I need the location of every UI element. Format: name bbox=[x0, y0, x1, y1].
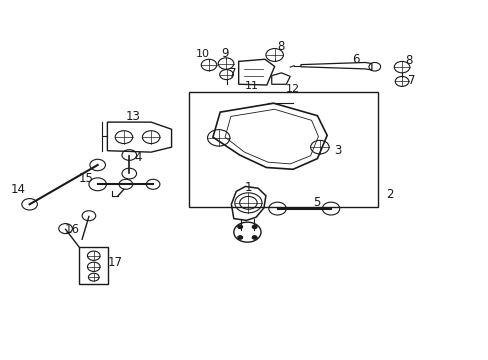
Text: 17: 17 bbox=[107, 256, 122, 269]
Circle shape bbox=[237, 225, 242, 229]
Text: 10: 10 bbox=[196, 49, 210, 59]
Text: 9: 9 bbox=[221, 47, 228, 60]
Text: 15: 15 bbox=[79, 172, 93, 185]
Text: 13: 13 bbox=[125, 110, 140, 123]
Text: 2: 2 bbox=[386, 188, 393, 201]
Text: 5: 5 bbox=[312, 195, 320, 209]
Text: 8: 8 bbox=[277, 40, 284, 53]
Text: 7: 7 bbox=[228, 67, 236, 80]
Circle shape bbox=[237, 236, 242, 239]
Text: 3: 3 bbox=[333, 144, 341, 157]
Circle shape bbox=[252, 236, 257, 239]
Text: 7: 7 bbox=[407, 74, 414, 87]
Text: 4: 4 bbox=[135, 151, 142, 165]
Text: 12: 12 bbox=[285, 84, 300, 94]
Text: 11: 11 bbox=[244, 81, 258, 91]
Text: 6: 6 bbox=[352, 53, 359, 66]
Circle shape bbox=[252, 225, 257, 229]
Text: 16: 16 bbox=[65, 223, 80, 236]
Text: 14: 14 bbox=[10, 183, 25, 196]
Text: 8: 8 bbox=[405, 54, 412, 67]
Text: 1: 1 bbox=[244, 181, 252, 194]
